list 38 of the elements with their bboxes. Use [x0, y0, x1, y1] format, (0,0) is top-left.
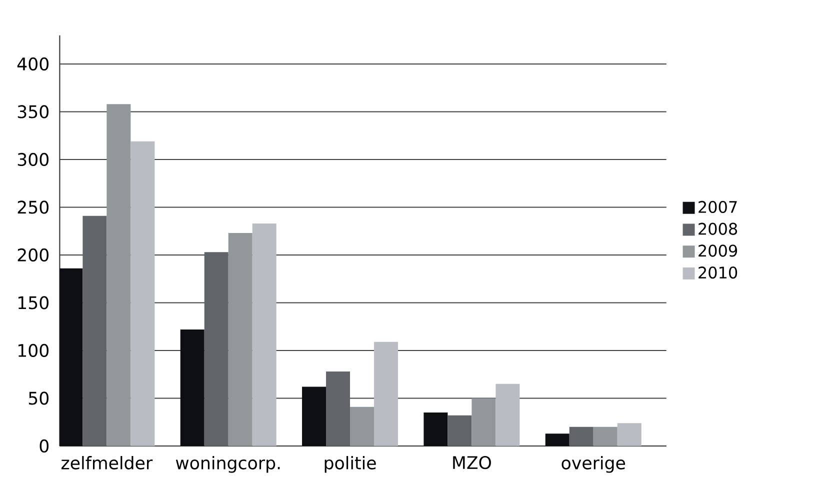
bar: [130, 141, 155, 446]
bar: [374, 342, 398, 446]
x-tick-label: MZO: [453, 456, 491, 470]
bar: [180, 329, 204, 446]
legend-label: 2010: [698, 266, 738, 279]
y-tick-label: 100: [18, 344, 48, 358]
y-tick-label: 400: [17, 57, 48, 71]
bar: [569, 426, 594, 446]
bar: [545, 434, 570, 446]
y-tick-label: 0: [40, 439, 49, 453]
bar: [424, 412, 448, 446]
bar: [326, 371, 350, 446]
bar: [350, 406, 374, 446]
y-tick-label: 150: [18, 296, 48, 310]
legend-label: 2009: [698, 244, 738, 257]
y-tick-label: 350: [18, 105, 48, 118]
bar: [593, 426, 618, 446]
legend-label: 2007: [698, 200, 737, 214]
y-tick-label: 250: [18, 200, 48, 214]
bar: [617, 423, 642, 446]
bar: [106, 104, 131, 446]
bar: [252, 223, 276, 446]
x-tick-label: politie: [324, 456, 376, 473]
x-tick-label: zelfmelder: [62, 456, 153, 470]
x-tick-label: woningcorp.: [176, 456, 280, 473]
y-tick-label: 200: [18, 248, 48, 262]
y-tick-label: 300: [18, 152, 48, 166]
bar: [204, 252, 228, 446]
bar: [302, 386, 326, 446]
bar: [472, 398, 496, 446]
bar: [228, 233, 252, 446]
x-tick-label: overige: [562, 456, 626, 473]
legend-label: 2008: [698, 222, 738, 235]
bar: [82, 216, 107, 446]
bar: [60, 268, 83, 446]
bar: [448, 415, 472, 446]
bar: [496, 384, 520, 446]
y-tick-label: 50: [28, 392, 49, 405]
